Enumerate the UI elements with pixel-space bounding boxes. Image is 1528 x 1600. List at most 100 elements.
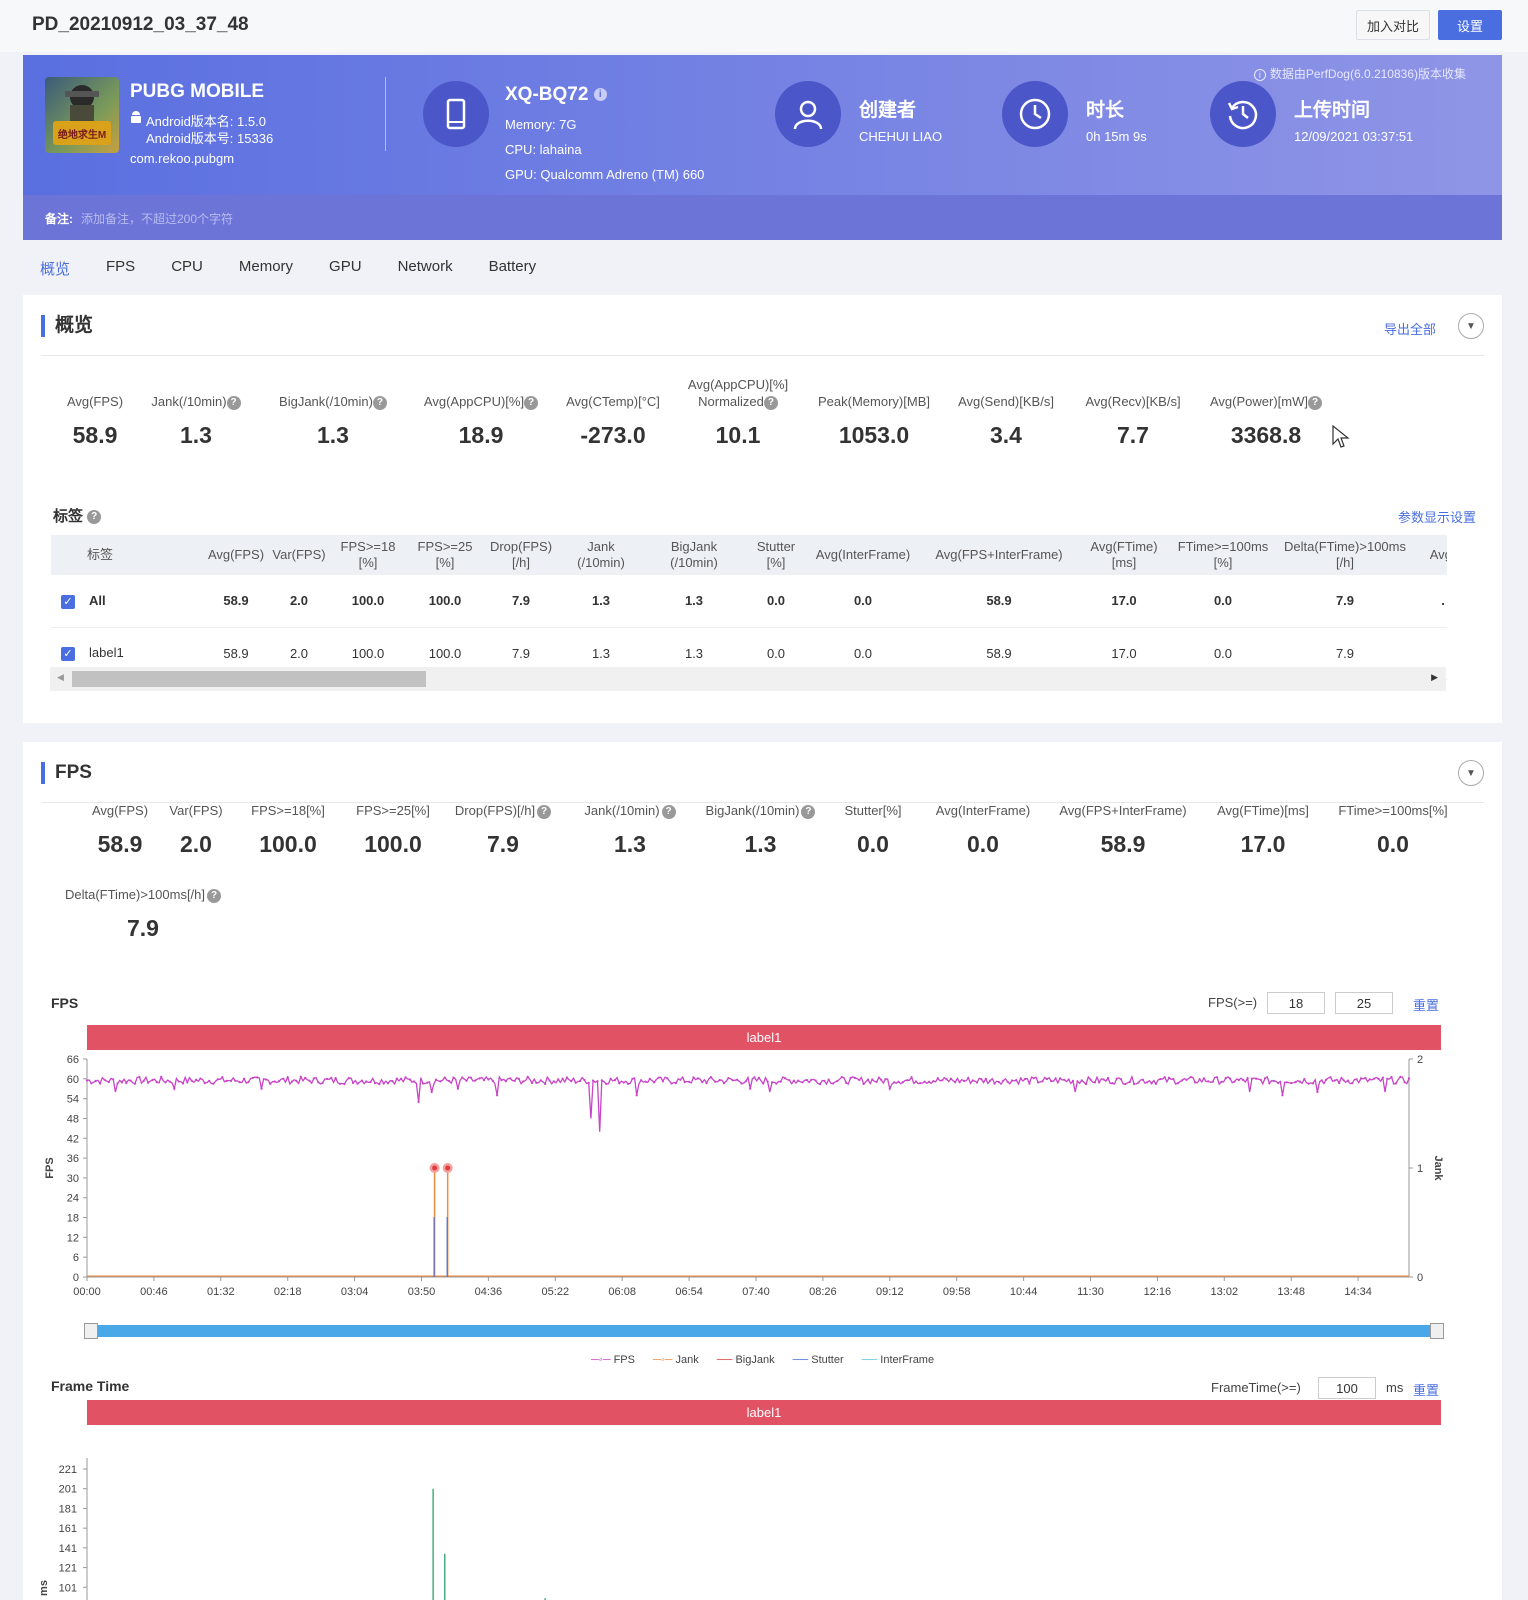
device-info-icon[interactable]: i bbox=[593, 88, 607, 102]
table-header-row: 标签 Avg(FPS) Var(FPS) FPS>=18 [%] FPS>=25 [%] Dr… bbox=[51, 535, 1447, 575]
banner-divider bbox=[385, 77, 386, 151]
fps-title: FPS bbox=[41, 762, 92, 784]
tab-gpu[interactable]: GPU bbox=[329, 258, 362, 275]
fps-point bbox=[1390, 1075, 1393, 1079]
tab-overview[interactable]: 概览 bbox=[40, 261, 71, 278]
fps-point bbox=[1224, 1077, 1227, 1080]
duration-value: 0h 15m 9s bbox=[1086, 129, 1147, 144]
fps-point bbox=[535, 1081, 538, 1084]
help-icon[interactable]: ? bbox=[372, 395, 387, 410]
fps-point bbox=[1277, 1081, 1280, 1085]
overview-title: 概览 bbox=[41, 315, 93, 337]
y-tick-label: 6 bbox=[73, 1252, 79, 1264]
fps-point bbox=[277, 1080, 281, 1083]
fps-point bbox=[1089, 1078, 1092, 1081]
range-handle-right[interactable] bbox=[1430, 1323, 1444, 1339]
horizontal-scrollbar[interactable]: ◀ ▶ bbox=[50, 667, 1446, 691]
x-tick-label: 03:50 bbox=[408, 1286, 436, 1298]
fps-point bbox=[1006, 1080, 1009, 1083]
range-handle-left[interactable] bbox=[84, 1323, 98, 1339]
help-icon[interactable]: ? bbox=[524, 395, 539, 410]
help-icon[interactable]: ? bbox=[537, 804, 552, 819]
add-compare-button[interactable]: 加入对比 bbox=[1356, 10, 1430, 40]
fps-point bbox=[1032, 1077, 1035, 1080]
fps-point bbox=[1071, 1079, 1075, 1082]
fps-point bbox=[866, 1078, 870, 1081]
fps-point bbox=[356, 1082, 359, 1085]
table-row[interactable]: ✓ All 58.9 2.0 100.0 100.0 7.9 1.3 1.3 0.0 0.0 58.9… bbox=[51, 575, 1447, 628]
checkbox-icon[interactable]: ✓ bbox=[61, 647, 75, 661]
fps-point bbox=[1102, 1078, 1105, 1081]
fps-metric: Var(FPS) 2.0 bbox=[169, 803, 223, 857]
fps-point bbox=[439, 1080, 442, 1083]
fps-point bbox=[640, 1079, 643, 1082]
help-icon[interactable]: ? bbox=[801, 804, 816, 819]
x-tick-label: 01:32 bbox=[207, 1286, 235, 1298]
fps-point bbox=[256, 1076, 259, 1079]
metric-avg-recv: Avg(Recv)[KB/s] 7.7 bbox=[1085, 394, 1181, 448]
fps-point bbox=[478, 1077, 481, 1080]
time-range-slider[interactable] bbox=[84, 1323, 1444, 1339]
frametime-chart[interactable]: 80101121141161181201221ms bbox=[23, 1428, 1502, 1600]
fps-metric: Avg(FPS) 58.9 bbox=[91, 803, 149, 857]
export-all-link[interactable]: 导出全部 bbox=[1383, 322, 1436, 337]
history-icon bbox=[1210, 81, 1276, 147]
tab-battery[interactable]: Battery bbox=[488, 258, 537, 275]
checkbox-icon[interactable]: ✓ bbox=[61, 594, 75, 609]
fps-threshold-input-2[interactable]: 25 bbox=[1335, 992, 1393, 1014]
legend-bigjank[interactable]: ── BigJank bbox=[716, 1354, 775, 1366]
help-icon[interactable]: ? bbox=[661, 804, 676, 819]
frametime-threshold-input[interactable]: 100 bbox=[1318, 1377, 1376, 1399]
frametime-unit: ms bbox=[1386, 1380, 1404, 1395]
legend-fps[interactable]: ─◦─ FPS bbox=[591, 1354, 635, 1366]
collapse-overview-button[interactable]: ▼ bbox=[1458, 313, 1484, 339]
fps-point bbox=[461, 1076, 464, 1079]
legend-jank[interactable]: ─◦─ Jank bbox=[652, 1354, 699, 1366]
fps-point bbox=[138, 1076, 141, 1079]
fps-point bbox=[291, 1080, 294, 1083]
y-tick-label: 12 bbox=[67, 1232, 79, 1244]
device-name[interactable]: XQ-BQ72 i bbox=[505, 84, 607, 106]
tab-fps[interactable]: FPS bbox=[106, 258, 136, 275]
fps-point bbox=[1037, 1081, 1040, 1084]
legend-stutter[interactable]: ── Stutter bbox=[792, 1354, 844, 1366]
help-icon[interactable]: ? bbox=[1308, 395, 1322, 410]
fps-point bbox=[243, 1077, 246, 1080]
y-tick-label: 36 bbox=[67, 1153, 79, 1165]
tab-memory[interactable]: Memory bbox=[238, 258, 294, 275]
fps-point bbox=[906, 1079, 909, 1082]
soldier-icon bbox=[65, 85, 99, 125]
remark-input[interactable]: 添加备注，不超过200个字符 bbox=[81, 212, 234, 226]
frametime-reset-link[interactable]: 重置 bbox=[1413, 1383, 1440, 1398]
frametime-label-bar[interactable]: label1 bbox=[87, 1400, 1441, 1425]
fps-point bbox=[871, 1078, 874, 1081]
help-icon[interactable]: ? bbox=[87, 510, 102, 525]
collapse-fps-button[interactable]: ▼ bbox=[1458, 760, 1484, 786]
legend-interframe[interactable]: ── InterFrame bbox=[861, 1354, 935, 1366]
tab-network[interactable]: Network bbox=[397, 258, 453, 275]
help-icon[interactable]: ? bbox=[207, 888, 222, 903]
fps-point bbox=[1150, 1082, 1153, 1085]
y-tick-label: 66 bbox=[67, 1054, 79, 1066]
fps-threshold-input-1[interactable]: 18 bbox=[1267, 992, 1325, 1014]
y-tick-label: 0 bbox=[73, 1272, 79, 1284]
fps-point bbox=[216, 1078, 219, 1081]
tab-cpu[interactable]: CPU bbox=[171, 258, 203, 275]
fps-reset-link[interactable]: 重置 bbox=[1413, 998, 1440, 1013]
fps-label-bar[interactable]: label1 bbox=[87, 1025, 1441, 1050]
fps-point bbox=[993, 1082, 996, 1085]
help-icon[interactable]: ? bbox=[763, 395, 778, 410]
fps-point bbox=[1233, 1080, 1236, 1083]
scroll-right-icon[interactable]: ▶ bbox=[1431, 672, 1438, 682]
fps-point bbox=[221, 1076, 224, 1079]
settings-button[interactable]: 设置 bbox=[1438, 10, 1502, 40]
fps-point bbox=[1368, 1078, 1371, 1081]
label-name: label1 bbox=[89, 645, 124, 660]
overview-divider bbox=[41, 355, 1484, 356]
help-icon[interactable]: ? bbox=[226, 395, 241, 410]
param-settings-link[interactable]: 参数显示设置 bbox=[1397, 510, 1476, 525]
scroll-left-icon[interactable]: ◀ bbox=[57, 672, 64, 682]
scroll-thumb[interactable] bbox=[72, 671, 426, 687]
fps-point bbox=[1272, 1079, 1275, 1082]
